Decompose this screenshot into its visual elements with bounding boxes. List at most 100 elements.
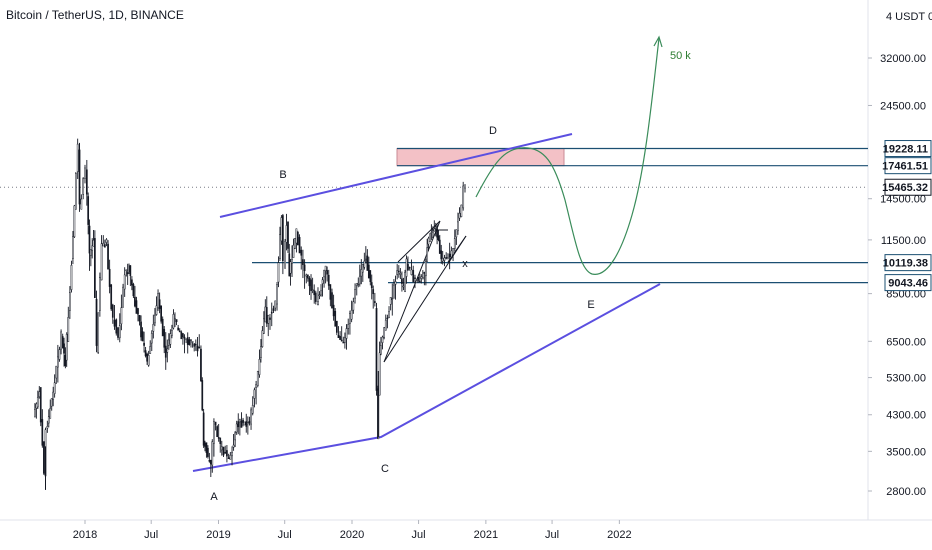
candle-body — [288, 253, 291, 277]
candle-body — [141, 331, 144, 342]
candle-body — [76, 143, 79, 172]
wave-label-b: B — [279, 169, 286, 181]
candle-body — [194, 343, 197, 346]
candle-body — [154, 314, 156, 324]
candle-body — [294, 238, 296, 249]
candle-body — [188, 339, 191, 345]
candle-body — [276, 284, 278, 305]
candle-body — [314, 292, 317, 302]
candle-body — [272, 308, 275, 311]
candle-body — [396, 270, 399, 275]
candle-body — [445, 257, 448, 259]
candle-body — [118, 325, 121, 339]
candle-body — [87, 196, 90, 225]
candle-body — [43, 441, 45, 474]
candle-body — [263, 318, 265, 334]
candle-body — [164, 345, 167, 358]
candles-layer — [34, 138, 466, 490]
candle-body — [248, 421, 251, 424]
candle-body — [447, 257, 449, 260]
candle-body — [326, 270, 328, 275]
candle-body — [393, 284, 395, 299]
candle-body — [349, 313, 351, 324]
candle-body — [308, 278, 311, 287]
x-tick-label: 2018 — [73, 529, 97, 541]
channel-line-top[interactable] — [397, 220, 441, 263]
candle-body — [357, 282, 360, 285]
candle-body — [426, 247, 429, 262]
candle-body — [108, 268, 111, 287]
candle-body — [36, 397, 39, 408]
candle-body — [211, 441, 214, 466]
wave-label-d: D — [489, 125, 497, 137]
candle-body — [437, 235, 440, 240]
candle-body — [166, 348, 169, 353]
candle-body — [374, 301, 376, 303]
candle-body — [407, 264, 409, 271]
candle-body — [277, 262, 280, 283]
candle-body — [303, 264, 306, 272]
candle-body — [85, 169, 88, 195]
channel-line-lower[interactable] — [383, 235, 467, 363]
candle-body — [317, 301, 319, 305]
candle-body — [129, 265, 132, 276]
candle-body — [57, 356, 59, 368]
candle-body — [410, 269, 413, 275]
candle-body — [92, 239, 95, 247]
channel-line-upper[interactable] — [383, 220, 441, 363]
candle-body — [160, 305, 162, 322]
candle-body — [401, 278, 403, 284]
candle-body — [47, 416, 50, 424]
projection-path[interactable] — [475, 37, 660, 275]
candle-body — [421, 276, 424, 280]
candle-body — [324, 265, 327, 271]
candle-body — [72, 236, 74, 259]
candle-body — [245, 421, 248, 427]
candle-body — [107, 243, 109, 270]
candle-body — [161, 318, 164, 337]
candle-body — [152, 324, 155, 332]
candle-body — [180, 331, 183, 340]
candle-body — [39, 387, 42, 423]
candle-body — [280, 217, 283, 242]
candle-body — [75, 172, 77, 210]
candle-body — [404, 272, 406, 293]
candle-body — [231, 452, 233, 457]
candle-body — [205, 442, 208, 453]
candle-body — [412, 270, 415, 283]
wave-label-a: A — [210, 491, 218, 503]
candle-body — [384, 319, 387, 331]
upper-trendline[interactable] — [219, 133, 573, 218]
candle-body — [431, 231, 434, 238]
candle-body — [367, 264, 370, 279]
candle-body — [140, 321, 142, 338]
candle-body — [69, 292, 71, 311]
candle-body — [177, 327, 179, 331]
candle-body — [219, 437, 222, 444]
candle-body — [383, 327, 385, 338]
candle-body — [104, 244, 106, 248]
candle-body — [220, 446, 223, 451]
candle-body — [448, 253, 451, 258]
candle-body — [52, 391, 55, 400]
candle-body — [204, 442, 206, 447]
candle-body — [190, 339, 192, 341]
candle-body — [450, 250, 453, 258]
candle-body — [235, 423, 238, 433]
candle-body — [178, 330, 181, 333]
candle-body — [247, 422, 249, 425]
candle-body — [134, 296, 136, 307]
candle-body — [320, 290, 322, 296]
candle-body — [242, 419, 244, 423]
candle-body — [202, 412, 205, 446]
candle-body — [434, 226, 437, 229]
candle-body — [380, 345, 382, 355]
lower-trendline[interactable] — [192, 283, 661, 472]
candle-body — [226, 450, 228, 457]
candle-body — [46, 426, 49, 429]
y-tick-label: 11500.00 — [881, 235, 926, 247]
candle-body — [318, 294, 321, 296]
candle-body — [285, 225, 288, 243]
channel-line-small[interactable] — [447, 235, 467, 263]
